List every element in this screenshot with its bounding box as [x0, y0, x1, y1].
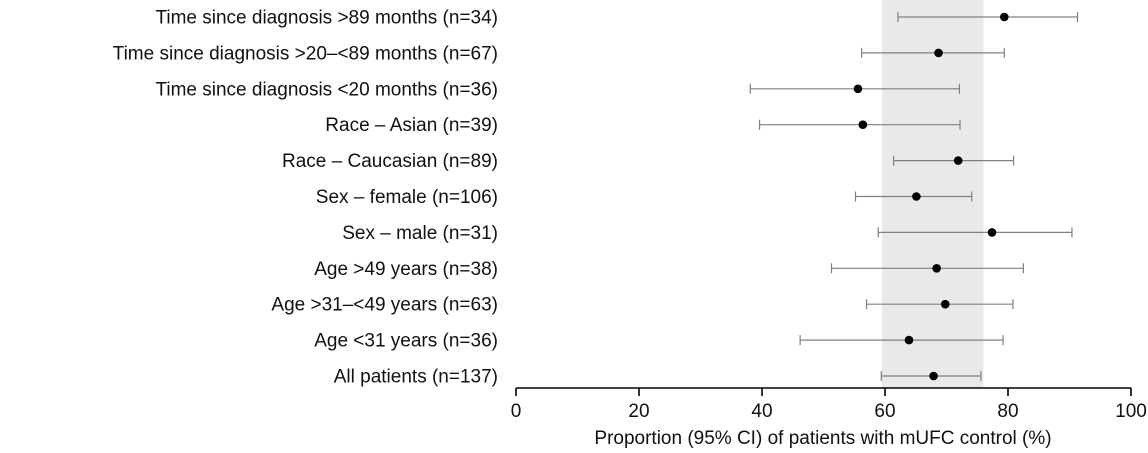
- reference-band-layer: [881, 0, 984, 388]
- category-label: Race – Asian (n=39): [325, 115, 498, 136]
- point-estimate: [953, 156, 963, 165]
- category-label: All patients (n=137): [334, 367, 498, 388]
- ci-whisker: [799, 335, 1004, 346]
- ci-whisker: [893, 155, 1015, 166]
- ci-whisker: [830, 263, 1024, 274]
- point-estimate: [1000, 12, 1009, 22]
- point-estimate: [912, 192, 921, 201]
- ci-whisker: [861, 47, 1005, 58]
- x-axis: 0 20 40 60 80 100: [511, 387, 1147, 422]
- x-tick-label: 60: [874, 401, 895, 422]
- category-label: Sex – female (n=106): [316, 187, 498, 208]
- category-label: Age >31–<49 years (n=63): [271, 295, 498, 316]
- x-tick-label: 0: [511, 401, 522, 422]
- x-tick-label: 20: [628, 401, 649, 422]
- x-tick-label: 80: [997, 401, 1018, 422]
- point-estimate: [929, 371, 938, 381]
- point-estimate: [904, 335, 914, 345]
- ci-whisker: [877, 227, 1073, 238]
- point-estimate: [934, 48, 943, 58]
- point-estimate: [858, 120, 868, 129]
- x-axis-title: Proportion (95% CI) of patients with mUF…: [594, 428, 1051, 449]
- point-layer: [853, 12, 1009, 381]
- point-estimate: [932, 264, 941, 273]
- x-tick-label: 100: [1115, 401, 1147, 422]
- ci-whisker: [897, 12, 1079, 22]
- point-estimate: [940, 299, 950, 309]
- category-label: Age <31 years (n=36): [314, 331, 498, 352]
- reference-band: [881, 0, 984, 388]
- category-label-layer: Time since diagnosis >89 months (n=34) Ti…: [113, 8, 498, 388]
- x-tick-label: 40: [751, 401, 772, 422]
- category-label: Time since diagnosis <20 months (n=36): [155, 79, 498, 100]
- category-label: Sex – male (n=31): [342, 223, 498, 244]
- category-label: Time since diagnosis >89 months (n=34): [155, 8, 498, 29]
- category-label: Age >49 years (n=38): [314, 259, 498, 280]
- point-estimate: [853, 84, 863, 94]
- point-estimate: [987, 228, 997, 237]
- category-label: Time since diagnosis >20–<89 months (n=6…: [113, 43, 498, 64]
- ci-whisker: [865, 299, 1014, 310]
- category-label: Race – Caucasian (n=89): [282, 151, 498, 172]
